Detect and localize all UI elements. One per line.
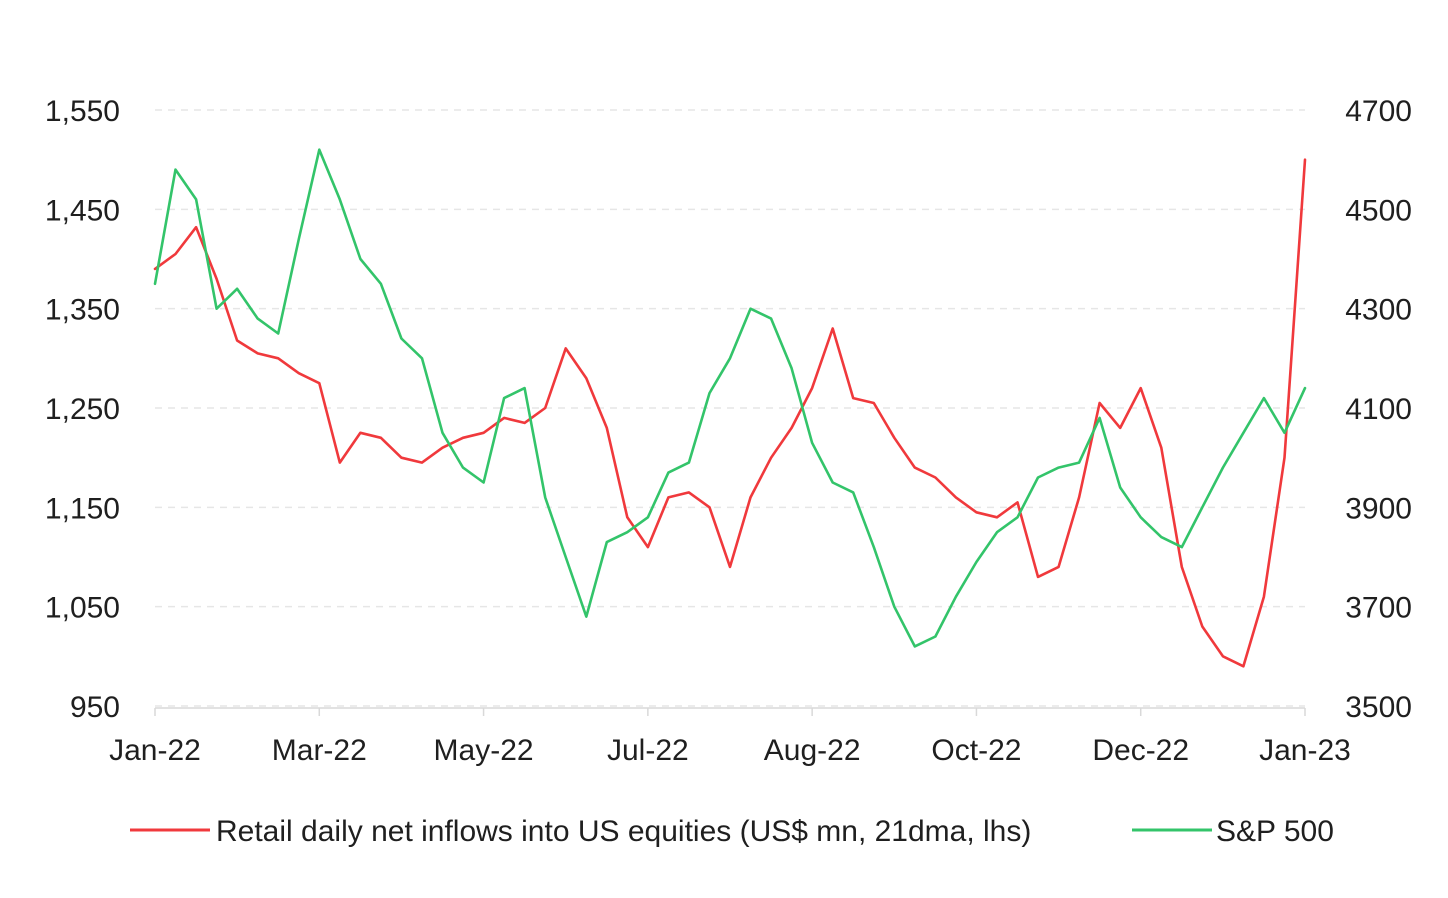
legend-label-sp500: S&P 500 <box>1216 815 1334 848</box>
series-line-sp500 <box>153 148 1307 648</box>
x-axis: Jan-22 Mar-22 May-22 Jul-22 Aug-22 Oct-22 Dec-… <box>109 707 1351 767</box>
x-tick-label: May-22 <box>434 734 534 767</box>
y-left-tick-label: 950 <box>70 691 120 724</box>
y-axis-left: 950 1,050 1,150 1,250 1,350 1,450 1,550 <box>45 95 120 724</box>
y-right-tick-label: 4700 <box>1345 95 1412 128</box>
x-tick-label: Jul-22 <box>607 734 689 767</box>
x-tick-label: Dec-22 <box>1092 734 1189 767</box>
x-tick-label: Mar-22 <box>272 734 367 767</box>
x-tick-label: Aug-22 <box>764 734 861 767</box>
x-tick-label: Jan-23 <box>1259 734 1351 767</box>
series-line-retail-inflows <box>153 158 1307 668</box>
y-right-tick-label: 4300 <box>1345 294 1412 327</box>
y-right-tick-label: 3900 <box>1345 492 1412 525</box>
y-axis-right: 3500 3700 3900 4100 4300 4500 4700 <box>1345 95 1412 724</box>
y-right-tick-label: 3500 <box>1345 691 1412 724</box>
series-layer <box>153 148 1307 668</box>
x-tick-label: Jan-22 <box>109 734 201 767</box>
x-tick-label: Oct-22 <box>931 734 1021 767</box>
legend-label-retail: Retail daily net inflows into US equitie… <box>216 815 1031 848</box>
y-left-tick-label: 1,350 <box>45 294 120 327</box>
y-right-tick-label: 3700 <box>1345 592 1412 625</box>
y-left-tick-label: 1,050 <box>45 592 120 625</box>
y-left-tick-label: 1,550 <box>45 95 120 128</box>
y-right-tick-label: 4100 <box>1345 393 1412 426</box>
y-left-tick-label: 1,250 <box>45 393 120 426</box>
gridlines <box>155 109 1305 707</box>
legend: Retail daily net inflows into US equitie… <box>130 815 1334 848</box>
y-left-tick-label: 1,450 <box>45 194 120 227</box>
y-right-tick-label: 4500 <box>1345 194 1412 227</box>
y-left-tick-label: 1,150 <box>45 492 120 525</box>
